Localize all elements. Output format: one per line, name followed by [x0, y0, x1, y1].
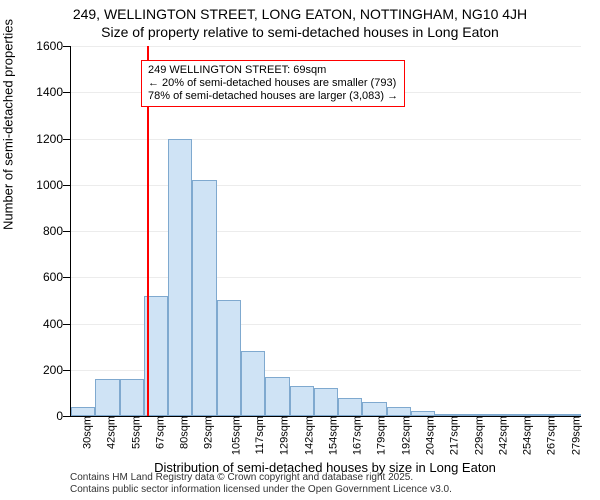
- histogram-bar: [95, 379, 119, 416]
- x-tick-label: 254sqm: [522, 416, 534, 455]
- histogram-bar: [265, 377, 289, 416]
- x-tick-label: 142sqm: [303, 416, 315, 455]
- x-tick-label: 117sqm: [254, 416, 266, 454]
- histogram-bar: [241, 351, 265, 416]
- y-tick-label: 600: [15, 270, 63, 284]
- y-axis-label: Number of semi-detached properties: [1, 19, 16, 230]
- x-tick-label: 92sqm: [203, 416, 215, 449]
- title-line-1: 249, WELLINGTON STREET, LONG EATON, NOTT…: [0, 6, 600, 22]
- chart-plot-area: 0200400600800100012001400160030sqm42sqm5…: [70, 46, 581, 417]
- x-tick-label: 242sqm: [497, 416, 509, 455]
- footer-line-1: Contains HM Land Registry data © Crown c…: [70, 472, 452, 484]
- x-tick-label: 204sqm: [425, 416, 437, 455]
- histogram-bar: [314, 388, 338, 416]
- y-tick-label: 400: [15, 317, 63, 331]
- y-tick-label: 1400: [15, 85, 63, 99]
- title-line-2: Size of property relative to semi-detach…: [0, 24, 600, 40]
- x-tick-label: 105sqm: [230, 416, 242, 455]
- histogram-bar: [387, 407, 411, 416]
- x-tick-label: 55sqm: [130, 416, 142, 449]
- x-tick-label: 192sqm: [400, 416, 412, 455]
- annotation-line-3: 78% of semi-detached houses are larger (…: [148, 90, 398, 103]
- footer-line-2: Contains public sector information licen…: [70, 484, 452, 496]
- x-tick-label: 154sqm: [327, 416, 339, 455]
- histogram-bar: [338, 398, 362, 417]
- x-tick-label: 42sqm: [106, 416, 118, 449]
- x-tick-label: 217sqm: [449, 416, 461, 455]
- x-tick-label: 279sqm: [570, 416, 582, 455]
- x-tick-label: 229sqm: [473, 416, 485, 455]
- x-tick-label: 67sqm: [154, 416, 166, 449]
- y-tick-label: 1200: [15, 132, 63, 146]
- histogram-bar: [71, 407, 95, 416]
- x-tick-label: 30sqm: [82, 416, 94, 449]
- histogram-bar: [290, 386, 314, 416]
- x-tick-label: 267sqm: [546, 416, 558, 455]
- y-tick-label: 0: [15, 409, 63, 423]
- footer-credits: Contains HM Land Registry data © Crown c…: [70, 472, 452, 496]
- annotation-line-2: ← 20% of semi-detached houses are smalle…: [148, 77, 398, 90]
- histogram-bar: [217, 300, 241, 416]
- histogram-bar: [120, 379, 144, 416]
- y-tick-label: 1000: [15, 178, 63, 192]
- annotation-box: 249 WELLINGTON STREET: 69sqm ← 20% of se…: [141, 60, 405, 107]
- histogram-bar: [168, 139, 192, 417]
- y-tick-label: 1600: [15, 39, 63, 53]
- x-tick-label: 167sqm: [352, 416, 364, 455]
- histogram-bar: [192, 180, 216, 416]
- y-tick-label: 200: [15, 363, 63, 377]
- x-tick-label: 129sqm: [279, 416, 291, 455]
- annotation-line-1: 249 WELLINGTON STREET: 69sqm: [148, 64, 398, 77]
- x-tick-label: 179sqm: [376, 416, 388, 455]
- x-tick-label: 80sqm: [179, 416, 191, 449]
- histogram-bar: [362, 402, 386, 416]
- y-tick-label: 800: [15, 224, 63, 238]
